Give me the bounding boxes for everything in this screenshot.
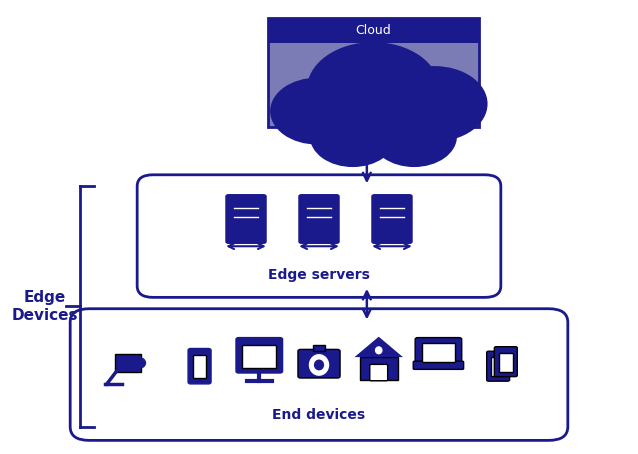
Ellipse shape (382, 66, 487, 142)
FancyBboxPatch shape (499, 353, 513, 372)
FancyBboxPatch shape (487, 351, 510, 381)
FancyBboxPatch shape (298, 350, 340, 378)
FancyBboxPatch shape (371, 194, 413, 244)
FancyBboxPatch shape (70, 309, 568, 440)
Ellipse shape (309, 354, 329, 376)
FancyBboxPatch shape (268, 18, 478, 127)
Ellipse shape (310, 106, 396, 167)
FancyBboxPatch shape (188, 349, 211, 384)
FancyBboxPatch shape (193, 355, 206, 378)
FancyBboxPatch shape (242, 345, 276, 368)
Text: Edge
Devices: Edge Devices (11, 290, 78, 323)
Ellipse shape (375, 346, 383, 355)
FancyBboxPatch shape (422, 343, 455, 362)
Polygon shape (355, 337, 403, 357)
Ellipse shape (270, 78, 364, 144)
Text: Edge servers: Edge servers (268, 268, 370, 281)
FancyBboxPatch shape (313, 345, 325, 351)
Ellipse shape (314, 360, 324, 370)
FancyBboxPatch shape (236, 338, 283, 373)
Ellipse shape (307, 42, 440, 137)
Ellipse shape (133, 357, 146, 369)
FancyBboxPatch shape (137, 175, 501, 297)
FancyBboxPatch shape (415, 338, 462, 366)
FancyBboxPatch shape (115, 354, 141, 372)
Text: End devices: End devices (272, 409, 366, 422)
FancyBboxPatch shape (494, 347, 517, 377)
FancyBboxPatch shape (413, 361, 464, 370)
Text: Cloud: Cloud (355, 24, 391, 37)
FancyBboxPatch shape (298, 194, 339, 244)
FancyBboxPatch shape (225, 194, 267, 244)
FancyBboxPatch shape (491, 357, 505, 376)
FancyBboxPatch shape (268, 18, 478, 43)
Ellipse shape (371, 106, 457, 167)
FancyBboxPatch shape (360, 357, 398, 380)
FancyBboxPatch shape (370, 365, 388, 381)
